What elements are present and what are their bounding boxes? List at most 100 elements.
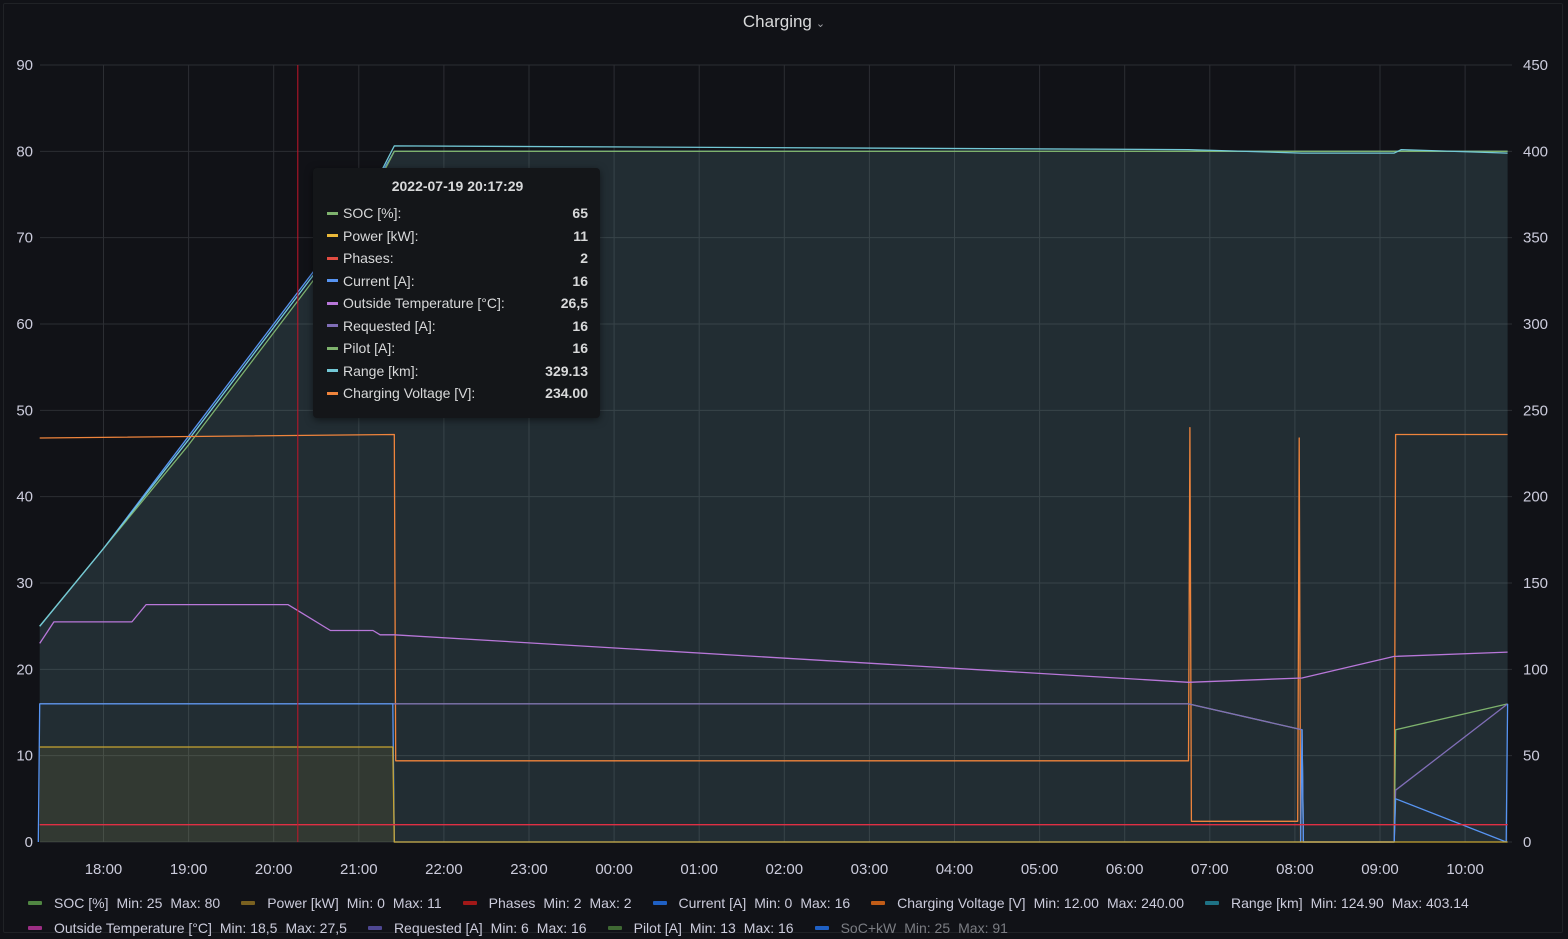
legend-swatch (462, 901, 477, 905)
legend-item[interactable]: Pilot [A] Min: 13 Max: 16 (607, 917, 802, 939)
legend-name: Requested [A] (393, 920, 483, 936)
legend-swatch (871, 901, 886, 905)
x-tick-label: 02:00 (766, 861, 804, 878)
legend-name: Range [km] (1231, 895, 1303, 911)
series-swatch (327, 256, 338, 260)
tooltip-label: Current [A]: (343, 272, 415, 289)
tooltip-time: 2022-07-19 20:17:29 (391, 178, 524, 194)
tooltip-label: Pilot [A]: (343, 340, 396, 357)
legend-name: Power [kW] (267, 895, 339, 911)
legend-max: Max: 16 (536, 920, 587, 936)
tooltip-label: Range [km]: (343, 362, 419, 379)
series-swatch (327, 211, 338, 215)
y-left-tick-label: 90 (16, 57, 33, 74)
legend-item[interactable]: SoC+kW Min: 25 Max: 91 (814, 917, 1016, 939)
series-fill (39, 151, 1508, 843)
legend-name: SoC+kW (840, 920, 897, 936)
y-left-tick-label: 70 (16, 230, 33, 247)
y-left-tick-label: 0 (25, 834, 33, 851)
legend-item[interactable]: SOC [%] Min: 25 Max: 80 (28, 892, 228, 914)
y-right-tick-label: 100 (1523, 661, 1548, 678)
tooltip-label: Phases: (343, 250, 394, 267)
legend-min: Min: 18,5 (219, 920, 278, 936)
legend-item[interactable]: Range [km] Min: 124.90 Max: 403.14 (1205, 892, 1477, 914)
x-tick-label: 00:00 (595, 861, 633, 878)
series-swatch (327, 324, 338, 328)
tooltip-value: 234.00 (545, 385, 588, 402)
x-tick-label: 18:00 (85, 861, 123, 878)
series-line (37, 703, 1509, 843)
x-tick-label: 10:00 (1446, 861, 1484, 878)
y-right-tick-label: 400 (1523, 143, 1548, 160)
legend-item[interactable]: Phases Min: 2 Max: 2 (462, 892, 640, 914)
y-left-tick-label: 30 (16, 575, 33, 592)
legend-swatch (28, 901, 42, 905)
y-right-tick-label: 350 (1523, 230, 1548, 247)
legend-item[interactable]: Current [A] Min: 0 Max: 16 (652, 892, 859, 914)
tooltip-label: Power [kW]: (343, 227, 419, 244)
x-tick-label: 05:00 (1021, 861, 1059, 878)
legend-name: Pilot [A] (633, 920, 682, 936)
legend-max: Max: 11 (392, 895, 442, 911)
series-fill (39, 747, 1508, 842)
tooltip-row: Current [A]: 16 (327, 270, 588, 293)
y-left-tick-label: 20 (16, 661, 33, 678)
legend-min: Min: 25 (904, 920, 951, 936)
legend-min: Min: 0 (346, 895, 385, 911)
legend-item[interactable]: Outside Temperature [°C] Min: 18,5 Max: 27… (28, 917, 355, 939)
tooltip-label: SOC [%]: (343, 205, 402, 222)
panel-border (3, 3, 1563, 933)
series-swatch (327, 391, 338, 395)
x-tick-label: 01:00 (680, 861, 718, 878)
tooltip-value: 16 (572, 272, 588, 289)
legend-swatch (607, 926, 622, 930)
tooltip-value: 26,5 (560, 295, 588, 312)
legend-min: Min: 0 (754, 895, 793, 911)
x-tick-label: 06:00 (1106, 861, 1144, 878)
legend-name: Outside Temperature [°C] (54, 920, 212, 936)
legend-min: Min: 2 (543, 895, 582, 911)
x-tick-label: 03:00 (851, 861, 889, 878)
legend-min: Min: 124.90 (1310, 895, 1384, 911)
tooltip-value: 11 (573, 227, 588, 244)
x-tick-label: 22:00 (425, 861, 463, 878)
tooltip-value: 16 (572, 340, 588, 357)
legend-name: Phases (488, 895, 536, 911)
series-swatch (327, 346, 338, 350)
y-left-tick-label: 60 (16, 316, 33, 333)
legend-name: SOC [%] (54, 895, 109, 911)
legend-item[interactable]: Charging Voltage [V] Min: 12.00 Max: 240.0… (871, 892, 1192, 914)
y-right-tick-label: 150 (1523, 575, 1548, 592)
y-right-tick-label: 0 (1523, 834, 1531, 851)
tooltip-value: 329.13 (545, 362, 588, 379)
tooltip-row: Phases: 2 (327, 247, 588, 270)
x-tick-label: 04:00 (936, 861, 974, 878)
tooltip-row: SOC [%]: 65 (327, 202, 588, 225)
x-tick-label: 09:00 (1361, 861, 1399, 878)
legend-min: Min: 6 (490, 920, 529, 936)
tooltip-row: Pilot [A]: 16 (327, 337, 588, 360)
hover-tooltip: 2022-07-19 20:17:29 SOC [%]: 65 Power [kW]… (313, 168, 600, 418)
legend-item[interactable]: Requested [A] Min: 6 Max: 16 (367, 917, 595, 939)
tooltip-rows: SOC [%]: 65 Power [kW]: 11 Phases: 2 Current [… (327, 202, 588, 405)
legend-max: Max: 16 (800, 895, 851, 911)
legend-swatch (1205, 901, 1220, 905)
x-tick-label: 19:00 (170, 861, 208, 878)
tooltip-row: Requested [A]: 16 (327, 315, 588, 338)
series-line (39, 603, 1508, 683)
legend-swatch (814, 926, 829, 930)
legend-name: Charging Voltage [V] (897, 895, 1026, 911)
tooltip-label: Outside Temperature [°C]: (343, 295, 505, 312)
tooltip-row: Power [kW]: 11 (327, 225, 588, 248)
series-swatch (327, 234, 338, 238)
axis-ticks: 0 10 20 30 40 50 60 70 80 90 0 50 100 150 200 250 300 350… (16, 57, 1548, 878)
series-line (39, 746, 1508, 843)
panel-title-menu[interactable]: Charging ⌄ (0, 12, 1568, 32)
legend-swatch (652, 901, 667, 905)
x-tick-label: 20:00 (255, 861, 293, 878)
legend-item[interactable]: Power [kW] Min: 0 Max: 11 (241, 892, 449, 914)
y-right-tick-label: 300 (1523, 316, 1548, 333)
legend-min: Min: 12.00 (1033, 895, 1099, 911)
